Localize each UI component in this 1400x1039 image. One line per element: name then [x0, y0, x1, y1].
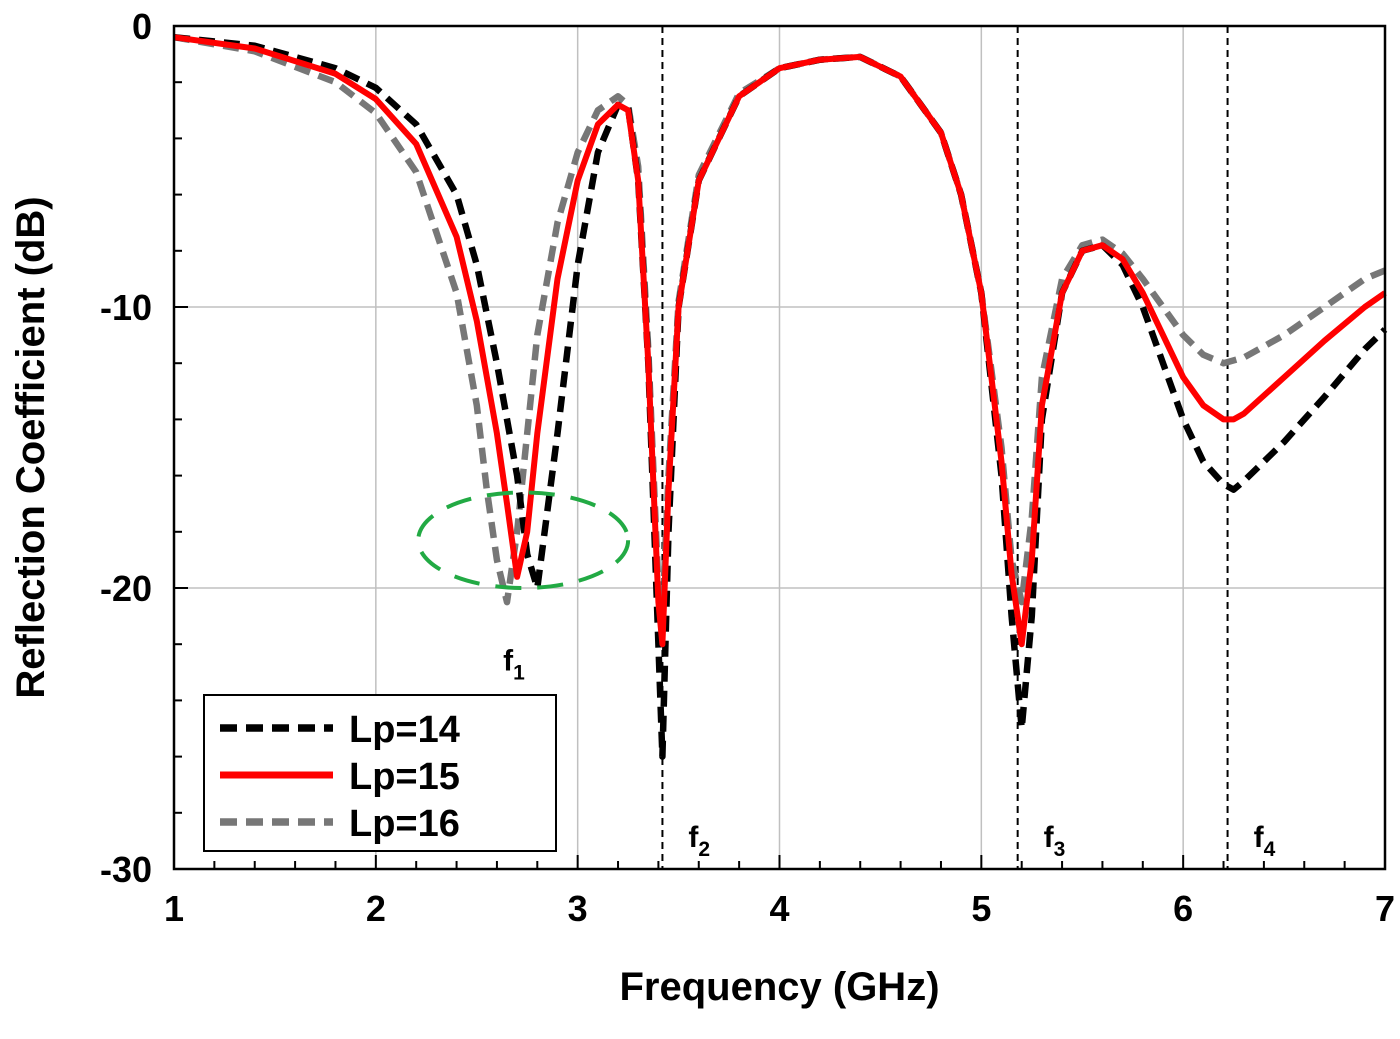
y-axis-title: Reflection Coefficient (dB)	[9, 196, 53, 698]
marker-label-f4: f4	[1254, 821, 1276, 861]
x-tick-label: 5	[971, 888, 991, 929]
x-tick-label: 1	[164, 888, 184, 929]
x-axis-title: Frequency (GHz)	[619, 965, 939, 1009]
highlight-ellipse	[416, 490, 631, 590]
series-lines	[173, 33, 1388, 760]
x-tick-label: 4	[769, 888, 789, 929]
highlight-ellipse-shape	[416, 490, 631, 590]
y-tick-label: -30	[100, 849, 152, 890]
x-tick-label: 3	[568, 888, 588, 929]
frequency-annotations: f2 f3 f4 f1	[503, 644, 1275, 861]
series-line-lp-15	[173, 34, 1387, 648]
legend-label-1: Lp=14	[349, 709, 460, 751]
marker-label-f2: f2	[688, 821, 710, 861]
legend: Lp=14 Lp=15 Lp=16	[203, 694, 557, 852]
x-tick-labels: 1 2 3 4 5 6 7	[164, 888, 1395, 929]
x-tick-label: 6	[1173, 888, 1193, 929]
annotation-f1: f1	[503, 644, 525, 684]
plot-frame	[172, 24, 1387, 871]
y-tick-label: -20	[100, 568, 152, 609]
y-tick-label: -10	[100, 287, 152, 328]
y-tick-labels: 0 -10 -20 -30	[100, 6, 152, 890]
series-line-lp-16	[173, 33, 1387, 620]
marker-label-f3: f3	[1044, 821, 1066, 861]
y-tick-label: 0	[132, 6, 152, 47]
legend-label-3: Lp=16	[349, 803, 460, 845]
legend-label-2: Lp=15	[349, 756, 460, 798]
x-tick-label: 7	[1375, 888, 1395, 929]
x-tick-label: 2	[366, 888, 386, 929]
